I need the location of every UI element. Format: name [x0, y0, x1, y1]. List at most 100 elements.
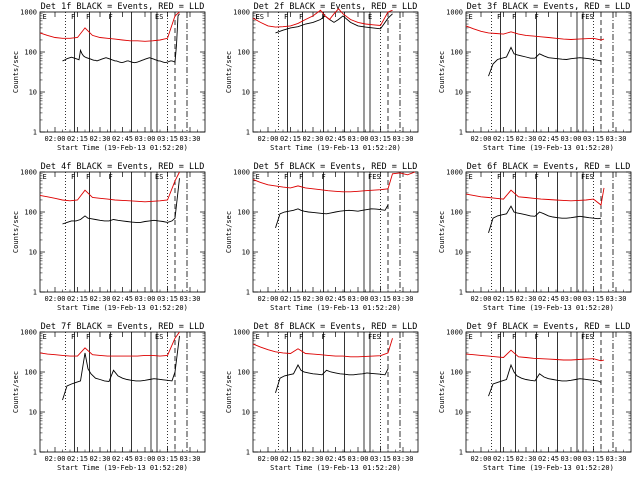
x-tick-label: 03:15	[583, 295, 604, 303]
x-tick-label: 02:15	[67, 135, 88, 143]
flag-label: F	[284, 13, 288, 21]
flag-label: E	[469, 13, 473, 21]
events-series-line	[488, 205, 602, 234]
flag-label: E	[256, 13, 260, 21]
flag-label: E	[256, 333, 260, 341]
flag-label: F	[71, 13, 75, 21]
flag-label: ES	[155, 333, 163, 341]
y-axis-label: Counts/sec	[225, 211, 233, 253]
y-tick-label: 1000	[20, 9, 37, 17]
lld-series-line	[39, 331, 180, 357]
flag-label: E	[256, 173, 260, 181]
detector-panel-3: Det 3f BLACK = Events, RED = LLD 1 10 100 10…	[426, 0, 639, 160]
x-tick-label: 03:00	[347, 455, 368, 463]
x-tick-label: 02:45	[325, 455, 346, 463]
chart-svg-6: Det 6f BLACK = Events, RED = LLD 1 10 100 10…	[438, 162, 632, 312]
flag-label: F	[497, 333, 501, 341]
x-tick-label: 03:30	[179, 135, 200, 143]
chart-title: Det 2f BLACK = Events, RED = LLD	[254, 2, 418, 12]
x-tick-label: 02:45	[112, 135, 133, 143]
x-axis-label: Start Time (19-Feb-13 01:52:20)	[57, 304, 188, 312]
y-tick-label: 1	[33, 289, 37, 297]
chart-title: Det 8f BLACK = Events, RED = LLD	[254, 322, 418, 332]
y-axis-label: Counts/sec	[12, 51, 20, 93]
flag-label: FES	[368, 173, 381, 181]
x-tick-label: 02:00	[470, 455, 491, 463]
flag-label: ES	[155, 13, 163, 21]
y-tick-label: 100	[450, 369, 463, 377]
events-series-line	[62, 13, 180, 64]
y-axis-label: Counts/sec	[225, 371, 233, 413]
y-tick-label: 1000	[233, 169, 250, 177]
y-tick-label: 1000	[233, 329, 250, 337]
x-tick-label: 03:15	[157, 295, 178, 303]
chart-title: Det 1f BLACK = Events, RED = LLD	[41, 2, 205, 12]
events-series-line	[62, 178, 180, 225]
x-tick-label: 03:30	[605, 455, 626, 463]
x-tick-label: 02:15	[493, 295, 514, 303]
y-tick-label: 1000	[446, 329, 463, 337]
flag-label: FES	[581, 333, 594, 341]
y-tick-label: 1	[459, 449, 463, 457]
flag-label: F	[512, 173, 516, 181]
flag-label: F	[109, 333, 113, 341]
flag-label: F	[71, 173, 75, 181]
lld-series-line	[252, 8, 393, 28]
flag-label: F	[299, 333, 303, 341]
lld-series-line	[252, 171, 416, 193]
x-tick-label: 03:15	[157, 135, 178, 143]
y-tick-label: 1000	[446, 169, 463, 177]
flag-label: F	[284, 173, 288, 181]
y-tick-label: 10	[455, 89, 463, 97]
y-tick-label: 100	[24, 369, 37, 377]
y-tick-label: 10	[29, 249, 37, 257]
flag-label: F	[86, 13, 90, 21]
y-tick-label: 1000	[446, 9, 463, 17]
plot-frame	[465, 11, 632, 133]
chart-title: Det 7f BLACK = Events, RED = LLD	[41, 322, 205, 332]
detector-panel-1: Det 1f BLACK = Events, RED = LLD 1 10 100 10…	[0, 0, 213, 160]
x-tick-label: 02:00	[257, 455, 278, 463]
events-series-line	[275, 13, 393, 34]
y-tick-label: 100	[237, 49, 250, 57]
y-axis-label: Counts/sec	[12, 211, 20, 253]
flag-label: E	[469, 173, 473, 181]
flag-label: ES	[155, 173, 163, 181]
x-axis-label: Start Time (19-Feb-13 01:52:20)	[483, 144, 614, 152]
x-tick-label: 03:30	[605, 295, 626, 303]
x-tick-label: 02:00	[44, 455, 65, 463]
x-tick-label: 02:15	[280, 455, 301, 463]
flag-label: F	[71, 333, 75, 341]
x-tick-label: 02:30	[515, 455, 536, 463]
y-tick-label: 100	[237, 369, 250, 377]
flag-label: FES	[581, 13, 594, 21]
flag-label: F	[86, 173, 90, 181]
chart-title: Det 4f BLACK = Events, RED = LLD	[41, 162, 205, 172]
chart-svg-8: Det 8f BLACK = Events, RED = LLD 1 10 100 10…	[225, 322, 419, 472]
plot-frame	[39, 171, 206, 293]
flag-label: FES	[368, 333, 381, 341]
y-tick-label: 1	[246, 449, 250, 457]
detector-panel-6: Det 6f BLACK = Events, RED = LLD 1 10 100 10…	[426, 160, 639, 320]
x-tick-label: 02:30	[515, 135, 536, 143]
lld-series-line	[39, 11, 180, 42]
x-axis-label: Start Time (19-Feb-13 01:52:20)	[483, 464, 614, 472]
x-tick-label: 02:15	[493, 135, 514, 143]
events-series-line	[275, 364, 389, 394]
chart-title: Det 5f BLACK = Events, RED = LLD	[254, 162, 418, 172]
x-tick-label: 02:45	[538, 295, 559, 303]
flag-label: F	[299, 13, 303, 21]
flag-label: F	[299, 173, 303, 181]
x-tick-label: 03:15	[583, 455, 604, 463]
x-tick-label: 02:15	[280, 135, 301, 143]
detector-panel-9: Det 9f BLACK = Events, RED = LLD 1 10 100 10…	[426, 320, 639, 480]
y-tick-label: 100	[237, 209, 250, 217]
x-tick-label: 03:15	[370, 135, 391, 143]
detector-panel-2: Det 2f BLACK = Events, RED = LLD 1 10 100 10…	[213, 0, 426, 160]
x-tick-label: 02:30	[302, 455, 323, 463]
x-tick-label: 02:00	[44, 295, 65, 303]
x-tick-label: 03:00	[560, 455, 581, 463]
lld-series-line	[39, 171, 180, 203]
y-tick-label: 10	[29, 409, 37, 417]
y-tick-label: 1000	[20, 329, 37, 337]
